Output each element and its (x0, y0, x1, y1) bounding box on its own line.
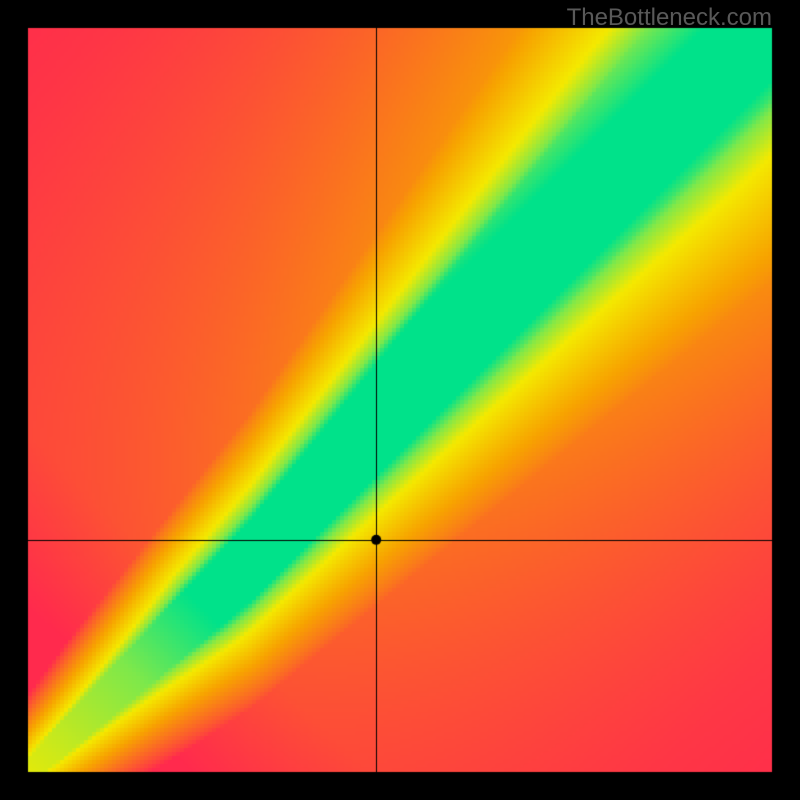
bottleneck-heatmap (0, 0, 800, 800)
chart-container: { "watermark": { "text": "TheBottleneck.… (0, 0, 800, 800)
watermark-text: TheBottleneck.com (567, 4, 772, 32)
